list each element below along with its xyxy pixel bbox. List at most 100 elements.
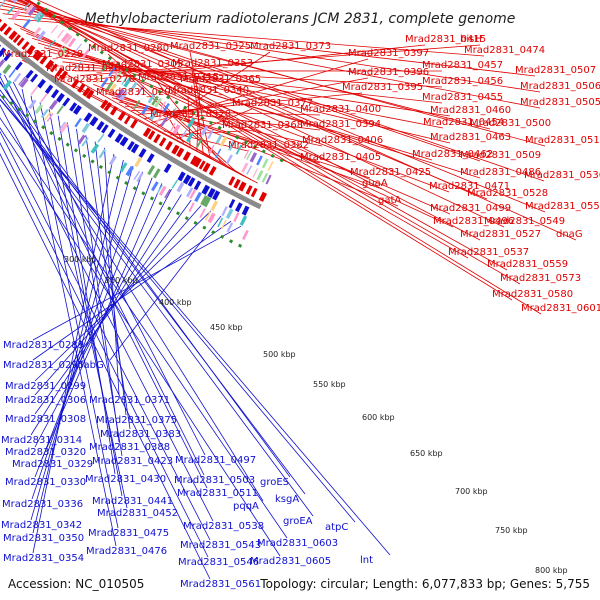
forward-gene-label: Mrad2831_0510 bbox=[525, 135, 600, 146]
forward-label-connector bbox=[26, 0, 521, 285]
feature-band-block bbox=[176, 181, 185, 193]
feature-band-block bbox=[241, 162, 249, 173]
feature-band-block bbox=[261, 172, 269, 183]
reverse-gene-label: Mrad2831_0299 bbox=[5, 381, 86, 392]
reverse-gene bbox=[14, 61, 23, 71]
forward-gene bbox=[142, 127, 152, 138]
forward-gene-label: Mrad2831_0454 bbox=[423, 117, 504, 128]
feature-band-block bbox=[37, 30, 46, 41]
feature-band-block bbox=[28, 99, 37, 110]
feature-band-block bbox=[112, 70, 120, 80]
reverse-label-connector bbox=[30, 194, 182, 436]
feature-band-block bbox=[164, 188, 171, 199]
reverse-gene bbox=[62, 97, 71, 107]
feature-band-block bbox=[81, 48, 91, 59]
feature-band-block bbox=[40, 93, 48, 103]
feature-band-block bbox=[265, 174, 272, 185]
reverse-gene bbox=[3, 52, 12, 62]
forward-gene bbox=[245, 185, 253, 195]
forward-label-connector bbox=[31, 37, 481, 179]
feature-band-block bbox=[186, 132, 194, 143]
forward-gene-label: dnaG bbox=[556, 229, 583, 240]
forward-gene-label: Mrad2831_0486 bbox=[460, 167, 541, 178]
reverse-gene-label: groEA bbox=[283, 516, 313, 527]
forward-gene bbox=[85, 89, 95, 100]
reverse-label-connector bbox=[32, 159, 124, 534]
feature-band-block bbox=[77, 134, 86, 145]
reverse-label-connector bbox=[32, 153, 115, 554]
tick-label: 650 kbp bbox=[410, 449, 443, 458]
forward-gene bbox=[44, 59, 55, 70]
forward-gene-label: Mrad2831_0325 bbox=[170, 41, 251, 52]
reverse-gene-label: Mrad2831_0511 bbox=[177, 488, 258, 499]
reverse-gene bbox=[44, 84, 54, 95]
feature-band-block bbox=[97, 133, 105, 143]
forward-gene-label: Mrad2831_0537 bbox=[448, 247, 529, 258]
tick-label: 450 kbp bbox=[210, 323, 243, 332]
forward-gene-label: Mrad2831_0573 bbox=[500, 273, 581, 284]
reverse-gene-label: Mrad2831_0336 bbox=[2, 499, 83, 510]
forward-gene-label: Mrad2831_0377 bbox=[232, 98, 313, 109]
reverse-label-connector bbox=[0, 153, 211, 580]
forward-gene-label: Mrad2831_0536 bbox=[524, 170, 600, 181]
feature-band-block bbox=[210, 200, 218, 211]
feature-band-block bbox=[243, 149, 250, 159]
feature-band-block bbox=[81, 122, 90, 134]
feature-band-block bbox=[0, 59, 6, 68]
forward-gene-label: Mrad2831_0328 bbox=[150, 109, 231, 120]
reverse-gene-label: Mrad2831_0342 bbox=[1, 520, 82, 531]
feature-band-block bbox=[67, 37, 76, 48]
forward-gene bbox=[70, 78, 80, 89]
forward-gene-label: Mrad2831_0294 bbox=[96, 87, 177, 98]
feature-band-block bbox=[152, 168, 161, 179]
forward-gene-label: Mrad2831_0528 bbox=[467, 188, 548, 199]
forward-label-connector bbox=[20, 0, 505, 228]
feature-band-block bbox=[123, 77, 132, 88]
feature-band-block bbox=[239, 215, 248, 226]
forward-gene-label: Mrad2831_0400 bbox=[300, 104, 381, 115]
forward-gene bbox=[158, 137, 167, 147]
forward-label-connector bbox=[118, 101, 323, 147]
forward-gene-label: Mrad2831_0368 bbox=[222, 120, 303, 131]
forward-gene-label: Mrad2831_0396 bbox=[348, 67, 429, 78]
reverse-gene bbox=[193, 180, 202, 191]
forward-gene-label: Mrad2831_0305 bbox=[102, 59, 183, 70]
map-title: Methylobacterium radiotolerans JCM 2831,… bbox=[85, 11, 516, 27]
reverse-gene-label: Mrad2831_0308 bbox=[5, 414, 86, 425]
forward-gene-label: Mrad2831_0228 bbox=[2, 49, 83, 60]
feature-band-block bbox=[40, 108, 49, 119]
forward-gene bbox=[153, 133, 161, 144]
feature-band-block bbox=[249, 152, 258, 163]
reverse-gene bbox=[241, 205, 250, 216]
feature-band-block bbox=[221, 206, 228, 217]
reverse-gene-label: Mrad2831_0452 bbox=[97, 508, 178, 519]
forward-gene-label: Mrad2831_0527 bbox=[460, 229, 541, 240]
feature-band-block bbox=[207, 129, 214, 140]
forward-label-connector bbox=[0, 1, 491, 130]
forward-gene bbox=[39, 55, 48, 65]
reverse-gene-label: pqqA bbox=[233, 501, 259, 512]
feature-band-block bbox=[119, 162, 128, 173]
feature-band-block bbox=[101, 62, 110, 72]
feature-band-block bbox=[133, 99, 141, 110]
feature-band-block bbox=[11, 9, 21, 20]
reverse-gene-label: Mrad2831_0306 bbox=[5, 395, 86, 406]
reverse-gene bbox=[163, 163, 172, 174]
feature-band-block bbox=[256, 155, 263, 166]
feature-band-block bbox=[116, 88, 125, 99]
feature-band-block bbox=[44, 111, 52, 121]
reverse-gene-label: fabG bbox=[80, 360, 104, 371]
feature-band-block bbox=[22, 18, 32, 29]
tick-label: 500 kbp bbox=[263, 350, 296, 359]
feature-band-block bbox=[108, 83, 117, 94]
tick-label: 750 kbp bbox=[495, 526, 528, 535]
feature-band-block bbox=[75, 43, 83, 52]
reverse-label-connector bbox=[0, 130, 211, 541]
forward-gene bbox=[198, 160, 206, 170]
forward-gene-label: Mrad2831_0559 bbox=[487, 259, 568, 270]
feature-band-block bbox=[58, 47, 68, 58]
reverse-label-connector bbox=[0, 89, 306, 495]
forward-gene bbox=[82, 87, 91, 97]
reverse-gene-label: Mrad2831_0546 bbox=[178, 557, 259, 568]
